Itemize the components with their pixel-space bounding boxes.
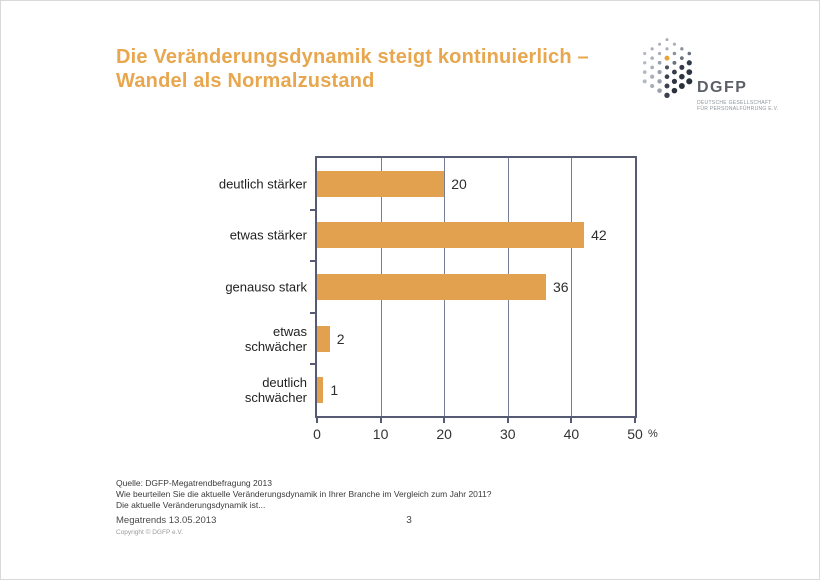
x-axis-tick-label: 10: [372, 426, 389, 442]
x-axis-tick: [570, 418, 573, 423]
x-axis-unit-label: %: [648, 428, 658, 440]
bar: [317, 325, 330, 352]
dgfp-logo-dots-icon: [642, 38, 693, 98]
slide-title: Die Veränderungsdynamik steigt kontinuie…: [116, 46, 589, 92]
copyright-note: Copyright © DGFP e.V.: [116, 529, 183, 536]
x-axis-tick-label: 20: [436, 426, 452, 442]
bar-value-label: 1: [330, 382, 339, 399]
x-axis-tick-label: 30: [500, 426, 516, 442]
source-line-3: Die aktuelle Veränderungsdynamik ist...: [116, 500, 266, 510]
bar-value-label: 42: [591, 227, 607, 244]
bar-value-label: 36: [552, 279, 569, 295]
page-number: 3: [406, 515, 412, 526]
dgfp-logo: DGFP DEUTSCHE GESELLSCHAFT FÜR PERSONALF…: [639, 34, 814, 119]
bar-value-label: 2: [336, 330, 345, 347]
source-note: Quelle: DGFP-Megatrendbefragung 2013 Wie…: [116, 478, 491, 511]
source-line-2: Wie beurteilen Sie die aktuelle Veränder…: [116, 489, 492, 499]
bar-value-label: 20: [451, 175, 467, 192]
y-axis-tick: [310, 260, 315, 263]
dgfp-logo-text: DGFP: [697, 79, 748, 96]
x-axis-tick: [634, 418, 636, 423]
y-axis-tick: [310, 311, 315, 314]
bar-chart-plot-area: 0 10 20 30 40 50% deutlich stärker 20 etwas stär…: [219, 156, 658, 442]
dgfp-logo-subtitle-line1: DEUTSCHE GESELLSCHAFT: [697, 100, 772, 106]
gridline: [571, 158, 573, 416]
category-label: etwas stärker: [229, 227, 307, 243]
bar: [317, 377, 324, 404]
x-axis-tick: [316, 418, 318, 423]
x-axis-tick-label: 50: [627, 426, 643, 442]
category-label: deutlich stärker: [218, 176, 307, 192]
y-axis-tick: [310, 208, 315, 211]
x-axis-tick: [443, 418, 446, 423]
x-axis-tick: [506, 418, 509, 423]
bar: [317, 222, 585, 249]
dgfp-logo-subtitle: DEUTSCHE GESELLSCHAFT FÜR PERSONALFÜHRUN…: [697, 100, 778, 112]
presentation-name: Megatrends 13.05.2013: [116, 515, 217, 526]
y-axis-tick: [310, 363, 315, 366]
bar: [317, 170, 445, 197]
category-label: deutlich schwächer: [244, 375, 307, 406]
x-axis-tick-label: 40: [563, 426, 580, 442]
category-label: etwas schwächer: [244, 323, 307, 354]
category-label: genauso stark: [225, 279, 307, 295]
x-axis-tick: [379, 418, 382, 423]
dgfp-logo-subtitle-line2: FÜR PERSONALFÜHRUNG E.V.: [697, 106, 779, 112]
source-line-1: Quelle: DGFP-Megatrendbefragung 2013: [116, 478, 272, 488]
x-axis-tick-label: 0: [313, 426, 321, 442]
bar: [317, 274, 546, 300]
